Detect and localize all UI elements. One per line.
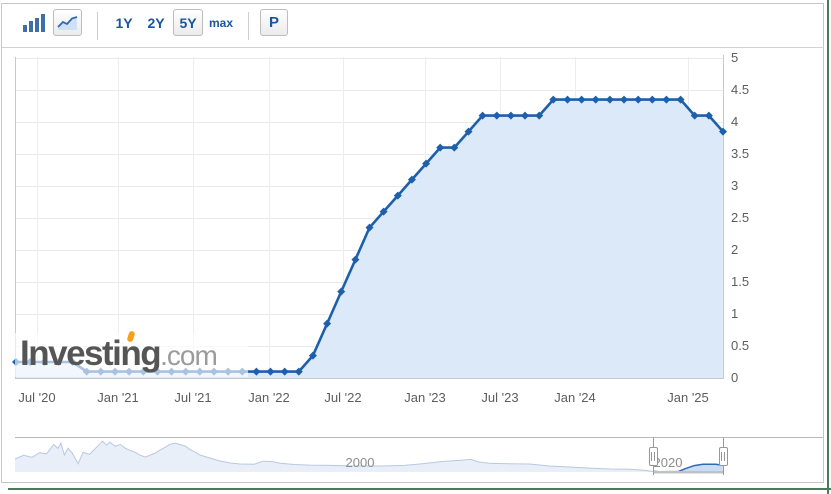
green-accent-bottom: [8, 488, 831, 490]
x-axis-label: Jan '21: [97, 390, 139, 405]
y-axis-label: 3.5: [731, 146, 750, 161]
p-button[interactable]: P: [260, 9, 288, 36]
x-axis-label: Jul '20: [18, 390, 56, 405]
x-axis-label: Jan '22: [248, 390, 290, 405]
x-axis-label: Jul '23: [481, 390, 519, 405]
navigator-right-handle[interactable]: [719, 447, 728, 466]
range-button-5y[interactable]: 5Y: [173, 9, 203, 36]
range-button-1y[interactable]: 1Y: [110, 9, 138, 36]
navigator-year-label: 2000: [345, 455, 375, 470]
x-axis-label: Jul '22: [324, 390, 362, 405]
y-axis-label: 0.5: [731, 338, 750, 353]
x-axis-label: Jan '23: [404, 390, 446, 405]
toolbar-divider-line: [2, 47, 824, 48]
y-axis-label: 0: [731, 370, 739, 385]
navigator-left-handle[interactable]: [649, 447, 658, 466]
range-navigator: [14, 437, 824, 475]
y-axis-label: 2: [731, 242, 739, 257]
y-axis-label: 3: [731, 178, 739, 193]
toolbar-separator: [97, 12, 98, 40]
x-axis-label: Jan '24: [554, 390, 596, 405]
y-axis-label: 4: [731, 114, 739, 129]
green-accent-right: [827, 0, 829, 494]
y-axis-label: 1.5: [731, 274, 750, 289]
chart-toolbar: 1Y 2Y 5Y max P: [2, 4, 824, 47]
watermark-brand-text: Investing: [20, 334, 162, 373]
range-button-2y[interactable]: 2Y: [142, 9, 170, 36]
x-axis-label: Jul '21: [174, 390, 212, 405]
navigator-selected-group: [653, 463, 723, 473]
x-axis-label: Jan '25: [667, 390, 709, 405]
y-axis-label: 2.5: [731, 210, 750, 225]
bar-chart-type-button[interactable]: [18, 9, 51, 36]
toolbar-separator: [248, 12, 249, 40]
y-axis-label: 5: [731, 50, 739, 65]
y-axis-label: 1: [731, 306, 739, 321]
bar-chart-icon: [23, 13, 45, 32]
series-area-fill: [16, 99, 723, 378]
investing-watermark: Investing .com: [15, 330, 248, 377]
line-chart-type-button[interactable]: [53, 9, 82, 36]
navigator-line: [14, 440, 723, 473]
range-button-max[interactable]: max: [205, 9, 237, 36]
navigator-selection-bottom-bar: [653, 471, 724, 474]
watermark-suffix-text: .com: [160, 340, 218, 371]
y-axis-label: 4.5: [731, 82, 750, 97]
navigator-year-label: 2020: [653, 455, 683, 470]
navigator-area-fill: [15, 441, 723, 472]
line-chart-icon: [57, 16, 78, 30]
